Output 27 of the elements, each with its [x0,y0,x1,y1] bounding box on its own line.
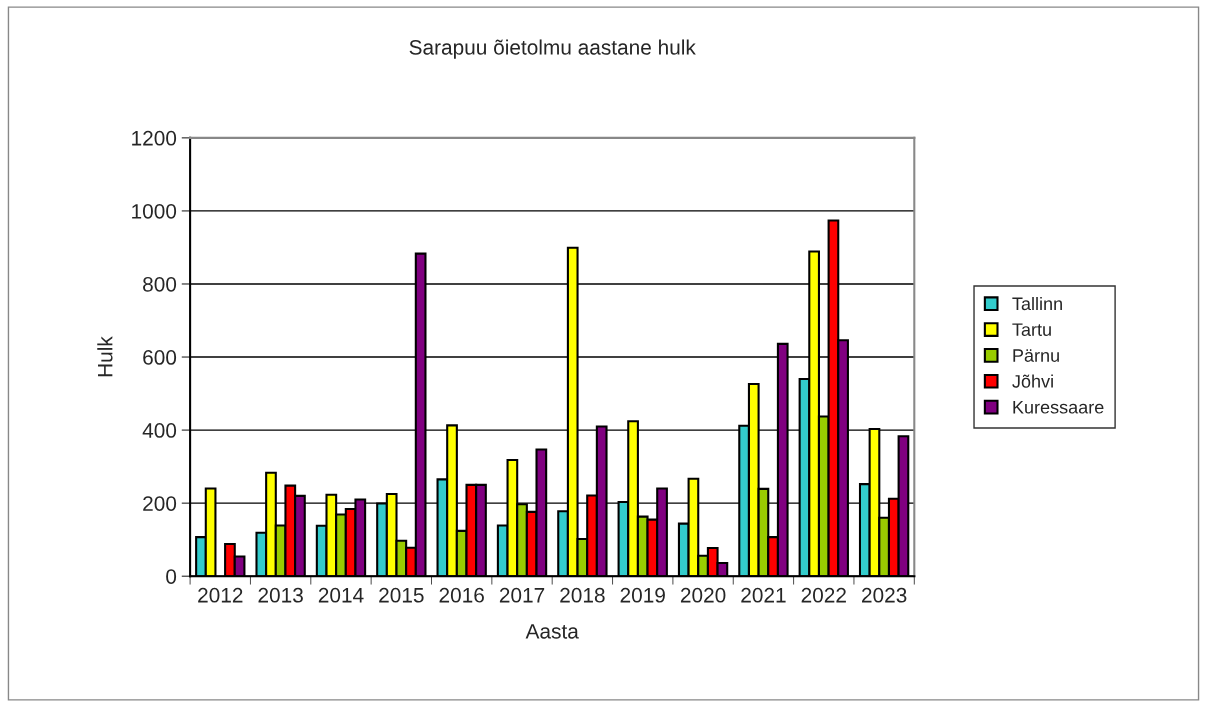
x-tick-label: 2015 [379,587,424,603]
y-tick-label: 0 [166,569,177,584]
x-tick-label: 2012 [198,587,243,603]
chart-title: Sarapuu õietolmu aastane hulk [409,39,696,59]
y-tick-label: 800 [143,276,177,292]
y-axis-title: Hulk [97,336,113,377]
legend-label: Tallinn [1012,296,1062,311]
legend-label: Kuressaare [1013,401,1104,414]
x-tick-label: 2020 [680,587,726,603]
y-tick-label: 200 [143,496,177,511]
x-tick-label: 2017 [499,587,545,603]
y-tick-label: 600 [143,350,177,365]
x-tick-label: 2018 [560,587,605,603]
legend-label: Pärnu [1013,349,1059,362]
y-tick-label: 1200 [132,130,177,146]
x-tick-label: 2014 [318,587,364,603]
x-tick-label: 2021 [741,587,786,603]
legend-label: Tartu [1012,323,1051,337]
x-tick-label: 2022 [801,587,846,603]
x-tick-label: 2016 [439,587,484,603]
x-axis-title: Aasta [525,624,579,639]
y-tick-label: 1000 [132,203,177,219]
x-tick-label: 2023 [862,587,907,603]
x-tick-label: 2019 [620,587,665,603]
y-tick-label: 400 [142,423,177,438]
legend-label: Jõhvi [1012,374,1053,388]
x-tick-label: 2013 [258,587,303,603]
